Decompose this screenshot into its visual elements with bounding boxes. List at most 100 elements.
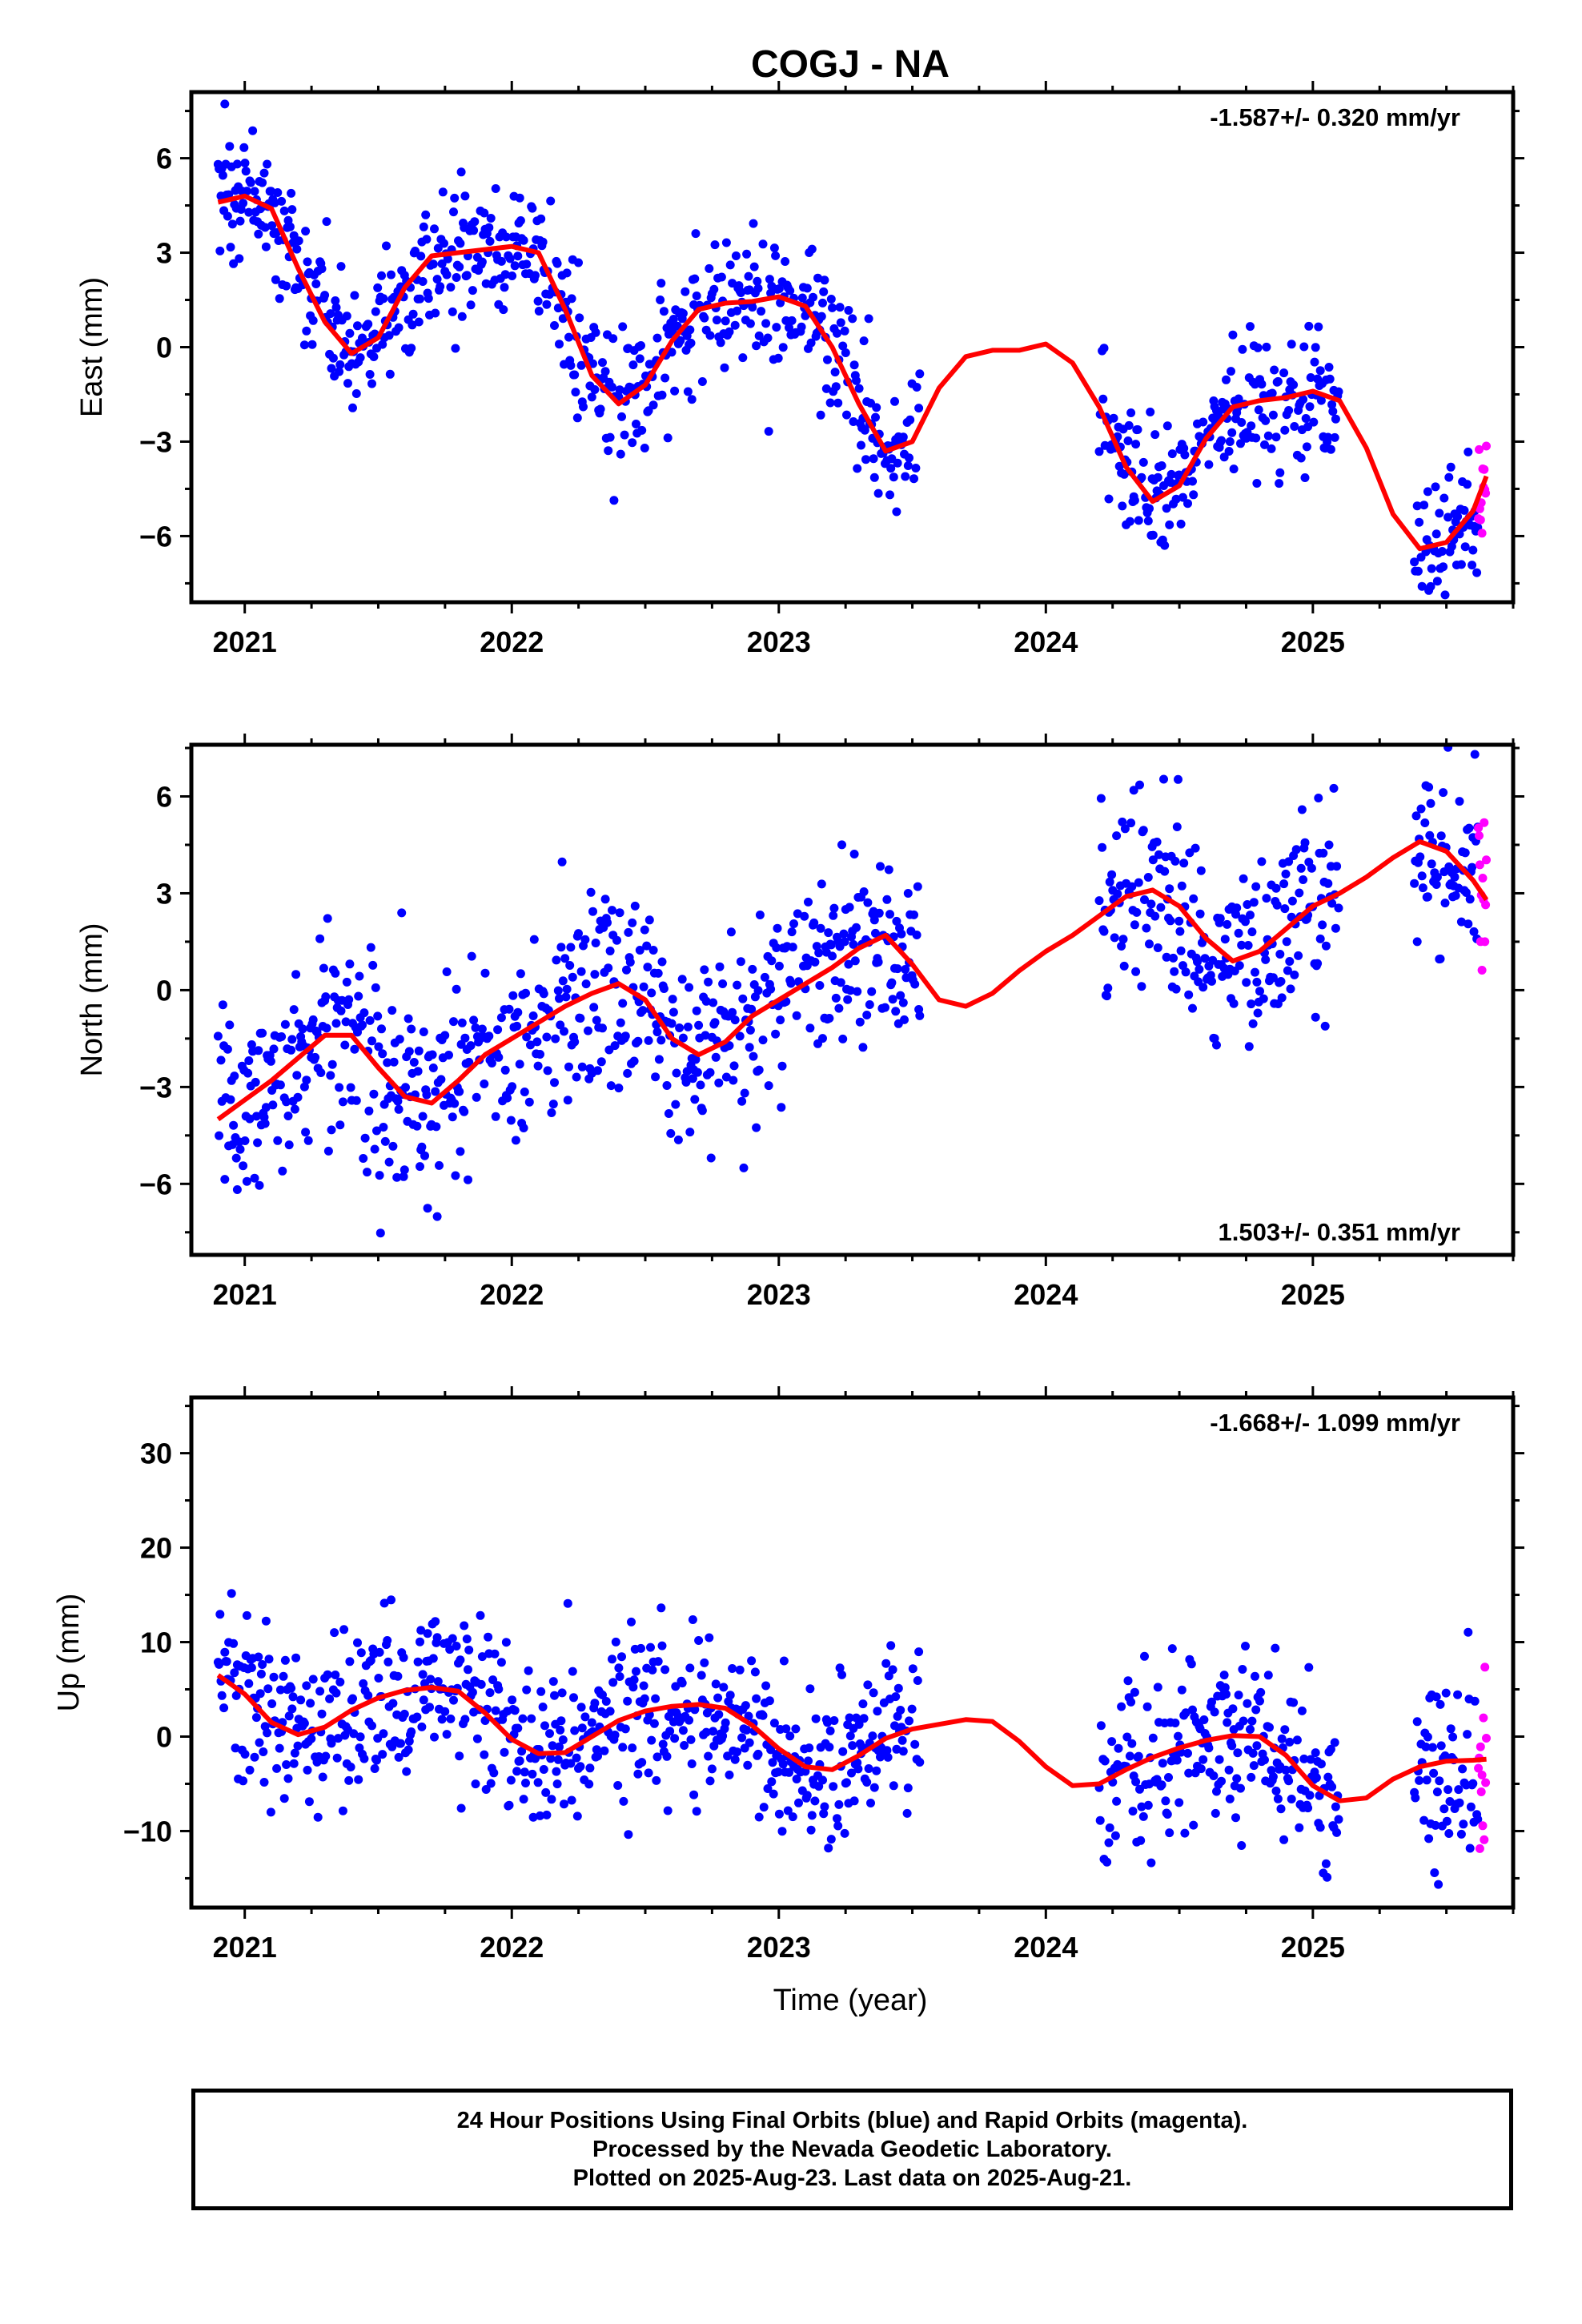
final-point: [301, 227, 311, 236]
final-point: [407, 1024, 416, 1034]
final-point: [279, 1671, 288, 1681]
final-point: [820, 1802, 829, 1811]
final-point: [284, 1140, 294, 1150]
final-point: [774, 1809, 784, 1819]
final-point: [592, 1745, 601, 1755]
final-point: [1416, 804, 1426, 814]
final-point: [1103, 983, 1113, 993]
final-point: [494, 1684, 504, 1694]
final-point: [323, 914, 332, 923]
final-point: [365, 370, 375, 379]
final-point: [749, 1051, 758, 1061]
final-point: [1327, 899, 1337, 908]
final-point: [785, 1767, 793, 1777]
final-point: [220, 1175, 230, 1184]
final-point: [287, 1704, 297, 1714]
final-point: [1253, 1008, 1263, 1018]
final-point: [1325, 374, 1335, 384]
final-point: [1291, 845, 1301, 854]
final-point: [760, 972, 769, 982]
final-point: [565, 961, 575, 970]
final-point: [456, 239, 465, 248]
final-point: [656, 1035, 666, 1045]
final-point: [1423, 1732, 1432, 1742]
final-point: [1122, 1732, 1132, 1742]
final-point: [829, 1782, 838, 1791]
final-point: [515, 1756, 524, 1766]
final-point: [912, 383, 921, 392]
final-point: [849, 939, 858, 949]
final-point: [869, 1783, 879, 1792]
final-point: [455, 1087, 464, 1096]
final-point: [576, 967, 586, 976]
final-point: [533, 1061, 543, 1071]
final-point: [552, 955, 561, 965]
final-point: [845, 903, 854, 912]
final-point: [394, 1104, 404, 1114]
final-point: [718, 979, 728, 988]
final-point: [1469, 927, 1479, 936]
final-point: [379, 294, 388, 304]
final-point: [293, 1092, 303, 1102]
final-point: [730, 1015, 740, 1025]
final-point: [1117, 942, 1126, 951]
final-point: [1280, 1725, 1290, 1735]
final-point: [464, 1665, 472, 1675]
plot-frame-north: [189, 742, 1516, 1257]
y-tick-label: 30: [140, 1437, 172, 1470]
final-point: [1219, 452, 1229, 462]
final-point: [239, 1776, 248, 1786]
final-point: [336, 262, 346, 271]
final-point: [785, 323, 793, 332]
final-point: [285, 222, 295, 231]
final-point: [766, 288, 776, 298]
final-point: [596, 1057, 606, 1067]
final-point: [322, 217, 331, 227]
final-point: [725, 260, 735, 270]
final-point: [1100, 1756, 1110, 1766]
final-point: [404, 1047, 414, 1056]
final-point: [392, 1172, 402, 1182]
final-point: [646, 1642, 655, 1652]
final-point: [1134, 878, 1143, 887]
final-point: [817, 879, 826, 889]
final-point: [909, 910, 918, 919]
final-point: [1125, 1751, 1134, 1761]
final-point: [640, 1694, 649, 1703]
final-point: [1456, 1829, 1466, 1839]
data-layer-east: [213, 99, 1491, 600]
final-point: [1204, 460, 1214, 469]
final-point: [903, 889, 913, 898]
y-tick-label: −6: [139, 1168, 172, 1200]
final-point: [1174, 916, 1184, 926]
final-point: [758, 1711, 768, 1720]
final-point: [711, 1052, 721, 1062]
final-point: [1277, 1734, 1287, 1743]
final-point: [1284, 1776, 1294, 1786]
final-point: [1130, 1687, 1139, 1697]
final-point: [1172, 1755, 1182, 1765]
final-point: [1145, 939, 1154, 949]
final-point: [456, 1039, 466, 1049]
final-point: [1320, 1021, 1330, 1031]
final-point: [1255, 1696, 1264, 1706]
final-point: [1135, 780, 1144, 790]
final-point: [240, 159, 250, 168]
final-point: [769, 1789, 778, 1799]
final-point: [275, 1685, 285, 1695]
final-point: [1299, 875, 1308, 884]
final-point: [572, 1811, 582, 1821]
x-tick-label: 2024: [1014, 1931, 1078, 1964]
final-point: [1461, 888, 1471, 897]
final-point: [850, 956, 860, 966]
final-point: [616, 1018, 625, 1027]
final-point: [1169, 953, 1178, 963]
final-point: [418, 277, 428, 286]
final-point: [887, 978, 897, 987]
final-point: [1327, 1782, 1337, 1791]
final-point: [848, 1741, 857, 1751]
final-point: [810, 957, 820, 967]
final-point: [1188, 1705, 1197, 1715]
final-point: [858, 1699, 868, 1709]
final-point: [484, 223, 494, 232]
